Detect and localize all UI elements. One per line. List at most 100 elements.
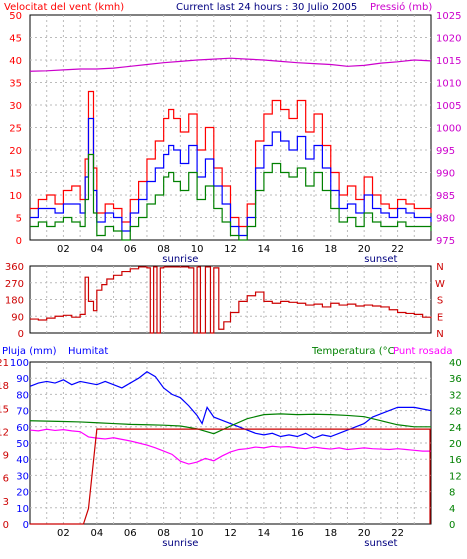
left-tick-label: 5 <box>16 214 22 225</box>
left-tick-label: 15 <box>0 404 9 415</box>
left-tick-label: 21 <box>0 358 9 369</box>
x-tick-label: 18 <box>324 528 337 539</box>
left-tick-label: 0 <box>18 329 24 340</box>
right-tick-label: 4 <box>449 504 455 515</box>
right-tick-label: 980 <box>436 214 455 225</box>
x-tick-label: 02 <box>57 244 70 255</box>
wind-average-line <box>30 117 432 237</box>
left-tick-label: 0 <box>23 520 29 531</box>
x-tick-label: 14 <box>258 528 271 539</box>
right-tick-label: 16 <box>449 455 462 466</box>
wind-panel: 0510152025303540455097598098599099510001… <box>9 11 461 265</box>
left-tick-label: 10 <box>9 191 22 202</box>
dewpoint-line <box>29 428 431 465</box>
left-tick-label: 60 <box>16 423 29 434</box>
x-tick-label: 12 <box>224 528 237 539</box>
right-tick-label: 990 <box>436 169 455 180</box>
x-tick-label: 04 <box>90 244 103 255</box>
right-tick-label: 40 <box>449 358 462 369</box>
right-tick-label: 1005 <box>436 101 461 112</box>
x-tick-label: 18 <box>324 244 337 255</box>
right-tick-label: 1015 <box>436 56 461 67</box>
left-tick-label: 20 <box>9 146 22 157</box>
x-tick-label: 10 <box>191 244 204 255</box>
pressure-axis-title: Pressió (mb) <box>370 1 432 13</box>
x-tick-label: 12 <box>224 244 237 255</box>
x-tick-label: 20 <box>358 244 371 255</box>
right-tick-label: N <box>436 329 443 340</box>
x-tick-label: 04 <box>90 528 103 539</box>
left-tick-label: 360 <box>5 262 24 273</box>
right-tick-label: 28 <box>449 407 462 418</box>
temperature-line <box>29 413 431 435</box>
wind-axis-title: Velocitat del vent (kmh) <box>4 2 124 13</box>
right-tick-label: N <box>436 262 443 273</box>
x-tick-label: 16 <box>291 528 304 539</box>
right-tick-label: 1000 <box>436 124 461 135</box>
left-tick-label: 45 <box>9 34 22 45</box>
left-tick-label: 10 <box>16 504 29 515</box>
left-tick-label: 270 <box>5 279 24 290</box>
left-tick-label: 18 <box>0 381 9 392</box>
left-tick-label: 90 <box>16 374 29 385</box>
left-tick-label: 9 <box>3 451 9 462</box>
x-tick-label: 02 <box>57 528 70 539</box>
rain-axis-title: Pluja (mm) <box>2 346 57 357</box>
left-tick-label: 50 <box>16 439 29 450</box>
left-tick-label: 0 <box>16 236 22 247</box>
x-tick-label: 14 <box>258 244 271 255</box>
x-tick-label: 22 <box>391 244 404 255</box>
temperature-axis-title: Temperatura (°C <box>311 346 395 357</box>
left-tick-label: 15 <box>9 169 22 180</box>
left-tick-label: 80 <box>16 390 29 401</box>
left-tick-label: 90 <box>11 312 24 323</box>
left-tick-label: 30 <box>16 471 29 482</box>
x-tick-label: 06 <box>124 244 137 255</box>
x-tick-label: 08 <box>157 528 170 539</box>
sunset-label: sunset <box>364 254 397 265</box>
wind-low-line <box>30 153 432 241</box>
right-tick-label: 1010 <box>436 79 461 90</box>
sunrise-label: sunrise <box>162 254 198 265</box>
right-tick-label: S <box>437 296 443 307</box>
wind-direction-line <box>30 266 432 334</box>
left-tick-label: 35 <box>9 79 22 90</box>
left-tick-label: 180 <box>5 296 24 307</box>
humidity-temperature-panel: 0369121518210102030405060708090100048121… <box>0 358 462 549</box>
right-tick-label: 1025 <box>436 11 461 22</box>
humidity-line <box>29 370 432 439</box>
left-tick-label: 70 <box>16 407 29 418</box>
left-tick-label: 40 <box>9 56 22 67</box>
left-tick-label: 25 <box>9 124 22 135</box>
wind-gust-line <box>30 90 432 228</box>
right-tick-label: W <box>435 279 445 290</box>
right-tick-label: 8 <box>449 488 455 499</box>
right-tick-label: 24 <box>449 423 462 434</box>
right-tick-label: 1020 <box>436 34 461 45</box>
right-tick-label: 20 <box>449 439 462 450</box>
dewpoint-axis-title: Punt rosada <box>393 346 452 357</box>
x-tick-label: 10 <box>191 528 204 539</box>
left-tick-label: 3 <box>3 497 9 508</box>
left-tick-label: 6 <box>3 474 9 485</box>
right-tick-label: 985 <box>436 191 455 202</box>
chart-title: Current last 24 hours : 30 Julio 2005 <box>176 2 357 13</box>
sunrise-label: sunrise <box>162 538 198 549</box>
humidity-axis-title: Humitat <box>68 346 108 357</box>
x-tick-label: 16 <box>291 244 304 255</box>
left-tick-label: 50 <box>9 11 22 22</box>
right-tick-label: E <box>437 312 443 323</box>
x-tick-label: 06 <box>124 528 137 539</box>
left-tick-label: 20 <box>16 488 29 499</box>
right-tick-label: 975 <box>436 236 455 247</box>
left-tick-label: 0 <box>3 520 9 531</box>
left-tick-label: 30 <box>9 101 22 112</box>
left-tick-label: 40 <box>16 455 29 466</box>
left-tick-label: 100 <box>10 358 29 369</box>
right-tick-label: 0 <box>449 520 455 531</box>
pressure-line <box>29 57 432 72</box>
x-tick-label: 22 <box>391 528 404 539</box>
